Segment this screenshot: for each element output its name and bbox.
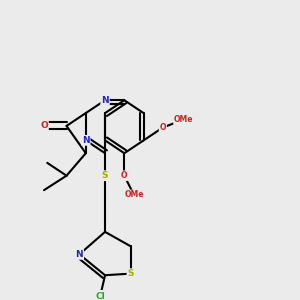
Text: O: O (160, 123, 166, 132)
Text: S: S (128, 269, 134, 278)
Text: O: O (121, 171, 127, 180)
Text: S: S (102, 171, 108, 180)
Text: N: N (76, 250, 83, 259)
Text: O: O (40, 122, 48, 130)
Text: Cl: Cl (95, 292, 105, 300)
Text: N: N (101, 96, 109, 105)
Text: N: N (82, 136, 90, 145)
Text: OMe: OMe (174, 115, 194, 124)
Text: OMe: OMe (124, 190, 144, 200)
